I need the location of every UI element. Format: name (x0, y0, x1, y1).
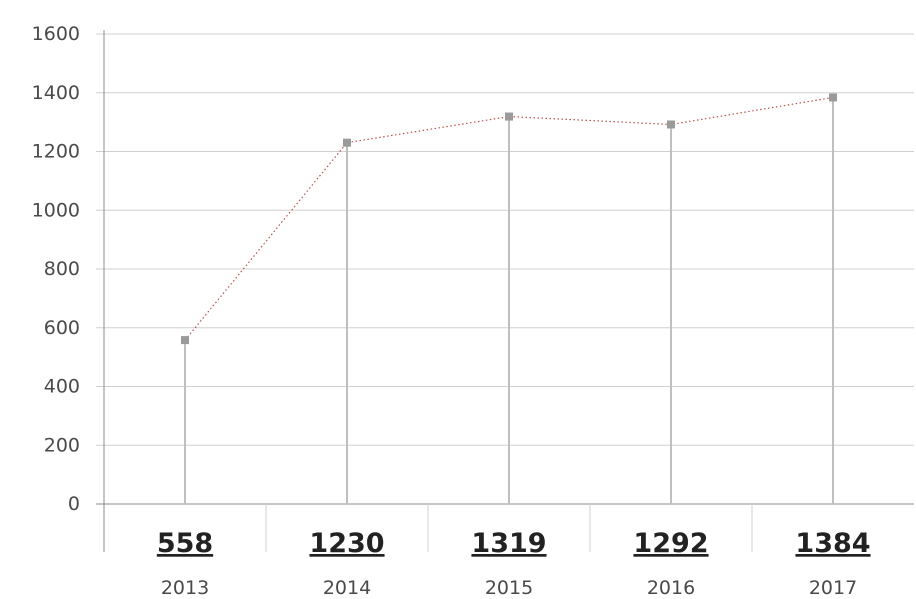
y-tick-label: 1600 (32, 23, 80, 45)
x-tick-label: 2015 (485, 577, 533, 599)
y-tick-label: 1200 (32, 141, 80, 163)
value-label: 1292 (633, 528, 708, 559)
y-tick-label: 1400 (32, 82, 80, 104)
category-table: 558 2013 1230 2014 1319 2015 1292 2016 1384 2017 (157, 504, 871, 599)
data-markers (181, 93, 837, 345)
y-tick-label: 200 (44, 434, 80, 456)
value-label: 1230 (309, 528, 384, 559)
data-point (181, 336, 189, 345)
data-point (829, 93, 837, 102)
y-tick-label: 400 (44, 376, 80, 398)
y-tick-label: 0 (68, 493, 80, 515)
y-tick-label: 1000 (32, 199, 80, 221)
series-line (184, 96, 834, 341)
x-tick-label: 2014 (323, 577, 371, 599)
y-axis-ticks: 0 200 400 600 800 1000 1200 1400 1600 (32, 23, 80, 515)
value-label: 558 (157, 528, 213, 559)
value-label: 1319 (471, 528, 546, 559)
x-tick-label: 2016 (647, 577, 695, 599)
y-tick-label: 600 (44, 317, 80, 339)
x-tick-label: 2013 (161, 577, 209, 599)
value-label: 1384 (795, 528, 870, 559)
grid-lines (96, 33, 914, 505)
x-tick-label: 2017 (809, 577, 857, 599)
data-point (505, 112, 513, 121)
data-point (667, 120, 675, 129)
y-tick-label: 800 (44, 258, 80, 280)
data-point (343, 138, 351, 147)
drop-lines (184, 97, 834, 504)
